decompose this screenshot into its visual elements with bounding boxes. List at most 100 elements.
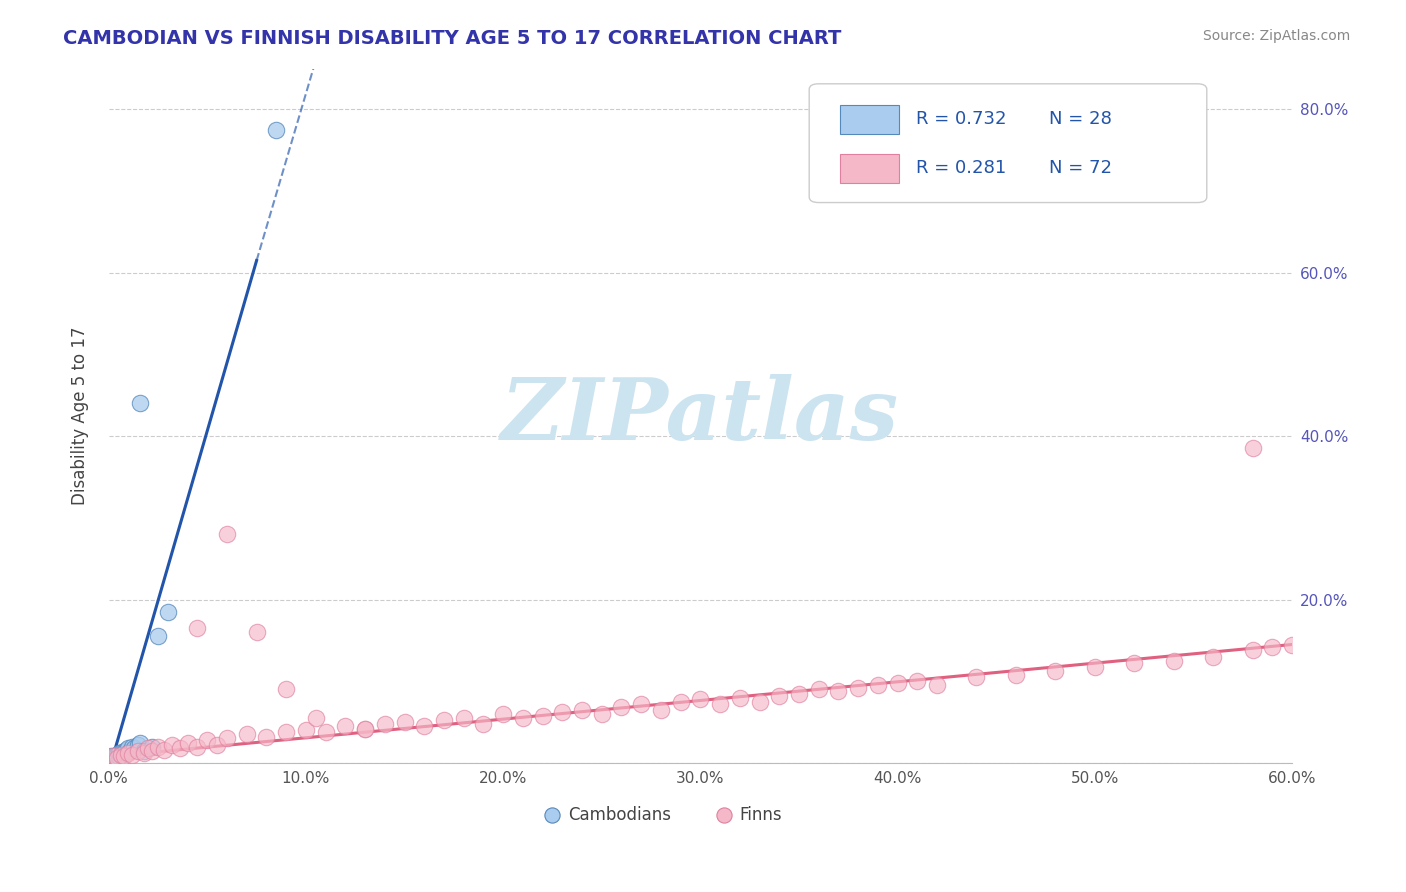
- Point: [136, 741, 159, 756]
- Point: [591, 706, 613, 721]
- Point: [305, 711, 328, 725]
- Point: [1084, 659, 1107, 673]
- Point: [115, 743, 138, 757]
- Point: [120, 744, 142, 758]
- Point: [104, 751, 127, 765]
- Point: [453, 711, 475, 725]
- Point: [215, 731, 238, 746]
- Point: [276, 682, 298, 697]
- Point: [111, 745, 134, 759]
- Point: [827, 684, 849, 698]
- Point: [472, 716, 495, 731]
- Point: [110, 747, 132, 762]
- Point: [787, 686, 810, 700]
- Y-axis label: Disability Age 5 to 17: Disability Age 5 to 17: [72, 326, 89, 505]
- FancyBboxPatch shape: [839, 154, 898, 183]
- Point: [146, 739, 169, 754]
- Text: Finns: Finns: [740, 806, 782, 824]
- Point: [276, 725, 298, 739]
- Point: [101, 750, 124, 764]
- Point: [215, 527, 238, 541]
- Point: [925, 678, 948, 692]
- Point: [846, 681, 869, 695]
- Point: [100, 749, 122, 764]
- Point: [246, 625, 269, 640]
- Point: [195, 733, 218, 747]
- Point: [709, 697, 731, 711]
- Point: [127, 738, 149, 752]
- Point: [153, 743, 176, 757]
- Point: [101, 753, 124, 767]
- Point: [129, 735, 152, 749]
- Point: [121, 747, 143, 762]
- Text: Cambodians: Cambodians: [568, 806, 671, 824]
- Point: [235, 727, 257, 741]
- Point: [160, 738, 183, 752]
- Point: [107, 749, 129, 764]
- Point: [354, 722, 377, 736]
- Point: [97, 755, 120, 769]
- Point: [176, 735, 198, 749]
- Point: [107, 746, 129, 760]
- Text: N = 72: N = 72: [1049, 159, 1112, 177]
- Point: [531, 708, 554, 723]
- Point: [1005, 667, 1028, 681]
- Point: [394, 715, 416, 730]
- Point: [127, 744, 149, 758]
- Point: [630, 697, 652, 711]
- Point: [146, 629, 169, 643]
- Text: Source: ZipAtlas.com: Source: ZipAtlas.com: [1202, 29, 1350, 43]
- Point: [124, 741, 146, 756]
- Point: [768, 689, 790, 703]
- Point: [205, 738, 228, 752]
- Point: [1241, 643, 1264, 657]
- Point: [100, 752, 122, 766]
- Point: [186, 621, 208, 635]
- Point: [837, 817, 859, 831]
- Point: [110, 747, 132, 762]
- Point: [105, 751, 128, 765]
- Text: ZIPatlas: ZIPatlas: [502, 374, 900, 458]
- Point: [266, 123, 288, 137]
- Point: [114, 749, 136, 764]
- Point: [610, 700, 633, 714]
- Point: [104, 748, 127, 763]
- Point: [1261, 640, 1284, 654]
- Point: [156, 605, 179, 619]
- Point: [728, 690, 751, 705]
- Point: [1202, 649, 1225, 664]
- Point: [965, 670, 987, 684]
- Point: [121, 739, 143, 754]
- Point: [748, 695, 770, 709]
- Point: [134, 744, 156, 758]
- Point: [335, 719, 357, 733]
- FancyBboxPatch shape: [810, 84, 1206, 202]
- Point: [1123, 817, 1146, 831]
- Point: [114, 745, 136, 759]
- Point: [105, 752, 128, 766]
- Point: [117, 746, 139, 760]
- Point: [669, 695, 692, 709]
- Point: [141, 744, 163, 758]
- Point: [866, 678, 889, 692]
- Point: [100, 754, 122, 768]
- Point: [571, 703, 593, 717]
- Point: [433, 714, 456, 728]
- Point: [1241, 442, 1264, 456]
- Point: [117, 741, 139, 756]
- Point: [169, 741, 191, 756]
- Text: CAMBODIAN VS FINNISH DISABILITY AGE 5 TO 17 CORRELATION CHART: CAMBODIAN VS FINNISH DISABILITY AGE 5 TO…: [63, 29, 842, 47]
- Point: [1045, 665, 1067, 679]
- Point: [315, 725, 337, 739]
- Point: [1163, 654, 1185, 668]
- Point: [551, 706, 574, 720]
- Point: [374, 716, 396, 731]
- Point: [689, 692, 711, 706]
- Text: R = 0.281: R = 0.281: [915, 159, 1005, 177]
- Point: [129, 396, 152, 410]
- Text: R = 0.732: R = 0.732: [915, 110, 1007, 128]
- Point: [141, 739, 163, 754]
- Point: [256, 730, 278, 744]
- Point: [807, 682, 830, 697]
- Point: [650, 703, 672, 717]
